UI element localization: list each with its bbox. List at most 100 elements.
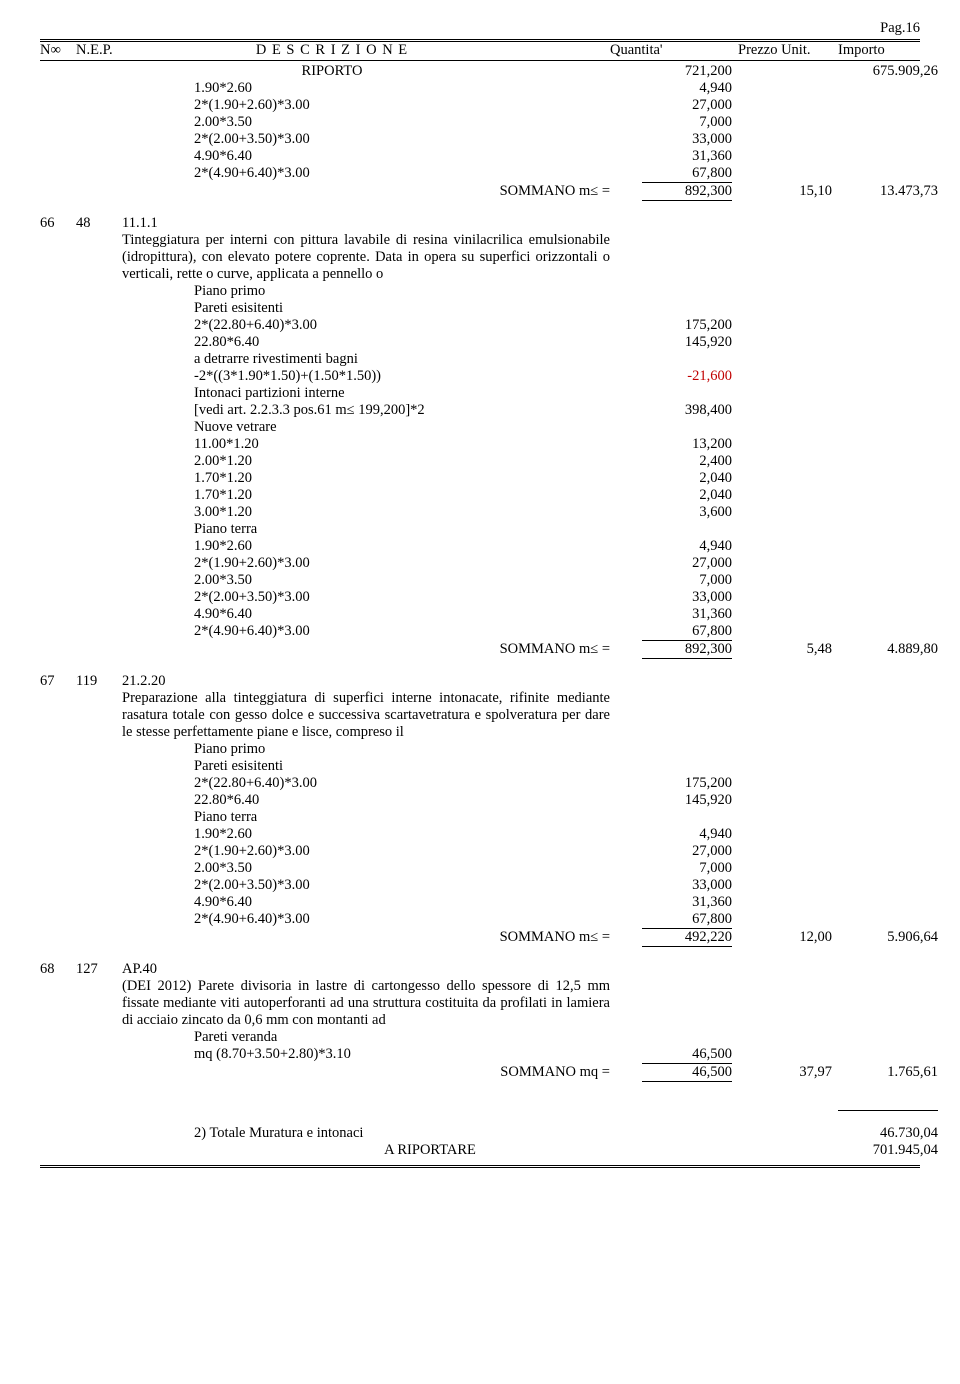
sum-qty: 492,220 (642, 929, 732, 947)
item-68-head: 68 127 AP.40 (40, 961, 920, 978)
calc-qty: 13,200 (610, 436, 738, 453)
calc-qty: 67,800 (610, 165, 738, 183)
calc-line: 22.80*6.40145,920 (40, 792, 920, 809)
calc-line: 2.00*3.507,000 (40, 114, 920, 131)
calc-qty: 398,400 (610, 402, 738, 419)
item67-sum: SOMMANO m≤ = 492,220 12,00 5.906,64 (40, 929, 920, 947)
riporto-imp: 675.909,26 (838, 63, 938, 80)
riportare-label: A RIPORTARE (122, 1142, 738, 1159)
calc-text: Nuove vetrare (122, 419, 610, 436)
calc-text: 2*(2.00+3.50)*3.00 (122, 589, 610, 606)
calc-text: 2.00*3.50 (122, 114, 610, 131)
calc-line: Pareti esisitenti (40, 300, 920, 317)
calc-qty: 27,000 (610, 843, 738, 860)
item68-sum: SOMMANO mq = 46,500 37,97 1.765,61 (40, 1064, 920, 1082)
riporto-row: RIPORTO 721,200 675.909,26 (40, 63, 920, 80)
calc-text: 1.90*2.60 (122, 826, 610, 843)
calc-text: mq (8.70+3.50+2.80)*3.10 (122, 1046, 610, 1063)
totale-val: 46.730,04 (838, 1125, 938, 1142)
item-code: AP.40 (122, 961, 542, 978)
calc-qty: 27,000 (610, 555, 738, 572)
item-code: 21.2.20 (122, 673, 542, 690)
calc-text: 4.90*6.40 (122, 894, 610, 911)
riportare-val: 701.945,04 (838, 1142, 938, 1159)
calc-text: 1.90*2.60 (122, 538, 610, 555)
item-67-head: 67 119 21.2.20 (40, 673, 920, 690)
calc-text: 2*(1.90+2.60)*3.00 (122, 555, 610, 572)
calc-qty: 175,200 (610, 317, 738, 334)
calc-text: 1.70*1.20 (122, 470, 610, 487)
calc-line: 2*(2.00+3.50)*3.0033,000 (40, 589, 920, 606)
sum-imp: 5.906,64 (838, 929, 938, 946)
calc-text: 2*(1.90+2.60)*3.00 (122, 843, 610, 860)
sum-label: SOMMANO mq = (122, 1064, 610, 1081)
calc-line: Piano primo (40, 741, 920, 758)
table-header: N∞ N.E.P. D E S C R I Z I O N E Quantita… (40, 42, 920, 59)
calc-qty: 145,920 (610, 334, 738, 351)
totale-label: 2) Totale Muratura e intonaci (122, 1125, 738, 1142)
hdr-n: N∞ (40, 42, 76, 59)
calc-text: 2*(22.80+6.40)*3.00 (122, 317, 610, 334)
calc-qty: 31,360 (610, 606, 738, 623)
calc-line: -2*((3*1.90*1.50)+(1.50*1.50))-21,600 (40, 368, 920, 385)
item-68-desc: (DEI 2012) Parete divisoria in lastre di… (122, 978, 610, 1029)
subtotal-rule (838, 1110, 938, 1111)
calc-line: Piano terra (40, 809, 920, 826)
calc-qty: 2,040 (610, 470, 738, 487)
calc-qty: 7,000 (610, 860, 738, 877)
calc-line: 11.00*1.2013,200 (40, 436, 920, 453)
riporto-qty: 721,200 (610, 63, 738, 80)
calc-qty: 145,920 (610, 792, 738, 809)
item-66-desc: Tinteggiatura per interni con pittura la… (122, 232, 610, 283)
calc-text: 11.00*1.20 (122, 436, 610, 453)
item-nep: 127 (76, 961, 122, 978)
calc-text: [vedi art. 2.2.3.3 pos.61 m≤ 199,200]*2 (122, 402, 610, 419)
calc-line: Intonaci partizioni interne (40, 385, 920, 402)
sum-qty: 46,500 (642, 1064, 732, 1082)
calc-qty: 33,000 (610, 589, 738, 606)
calc-line: 2.00*1.202,400 (40, 453, 920, 470)
block1-sum: SOMMANO m≤ = 892,300 15,10 13.473,73 (40, 183, 920, 201)
calc-qty: 33,000 (610, 131, 738, 148)
totale-row: 2) Totale Muratura e intonaci 46.730,04 (40, 1125, 920, 1142)
calc-qty: 67,800 (610, 911, 738, 929)
calc-line: 2*(22.80+6.40)*3.00175,200 (40, 775, 920, 792)
calc-text: 2*(4.90+6.40)*3.00 (122, 165, 610, 182)
sum-imp: 13.473,73 (838, 183, 938, 200)
calc-line: 4.90*6.4031,360 (40, 894, 920, 911)
calc-line: mq (8.70+3.50+2.80)*3.1046,500 (40, 1046, 920, 1064)
item-66-head: 66 48 11.1.1 (40, 215, 920, 232)
sum-prezzo: 12,00 (738, 929, 838, 946)
calc-qty: 27,000 (610, 97, 738, 114)
sum-prezzo: 37,97 (738, 1064, 838, 1081)
calc-line: 2*(22.80+6.40)*3.00175,200 (40, 317, 920, 334)
item-n: 66 (40, 215, 76, 232)
sum-label: SOMMANO m≤ = (122, 641, 610, 658)
calc-text: 2*(4.90+6.40)*3.00 (122, 911, 610, 928)
riporto-label: RIPORTO (122, 63, 542, 80)
calc-text: 2.00*1.20 (122, 453, 610, 470)
calc-text: 2.00*3.50 (122, 572, 610, 589)
item-nep: 48 (76, 215, 122, 232)
calc-line: 1.90*2.604,940 (40, 826, 920, 843)
calc-qty: 2,040 (610, 487, 738, 504)
calc-qty: 4,940 (610, 826, 738, 843)
calc-text: 1.90*2.60 (122, 80, 610, 97)
calc-text: 4.90*6.40 (122, 606, 610, 623)
calc-line: 2*(4.90+6.40)*3.0067,800 (40, 165, 920, 183)
calc-text: Pareti esisitenti (122, 300, 610, 317)
sum-imp: 1.765,61 (838, 1064, 938, 1081)
calc-qty: 4,940 (610, 80, 738, 97)
calc-qty: 175,200 (610, 775, 738, 792)
calc-line: 4.90*6.4031,360 (40, 148, 920, 165)
hdr-importo: Importo (838, 42, 938, 59)
calc-line: 3.00*1.203,600 (40, 504, 920, 521)
hdr-descr: D E S C R I Z I O N E (122, 42, 542, 59)
calc-line: 22.80*6.40145,920 (40, 334, 920, 351)
calc-text: Piano terra (122, 809, 610, 826)
calc-text: 2*(4.90+6.40)*3.00 (122, 623, 610, 640)
page-number: Pag.16 (880, 20, 920, 36)
item-n: 68 (40, 961, 76, 978)
calc-text: Piano primo (122, 283, 610, 300)
calc-line: 2.00*3.507,000 (40, 572, 920, 589)
